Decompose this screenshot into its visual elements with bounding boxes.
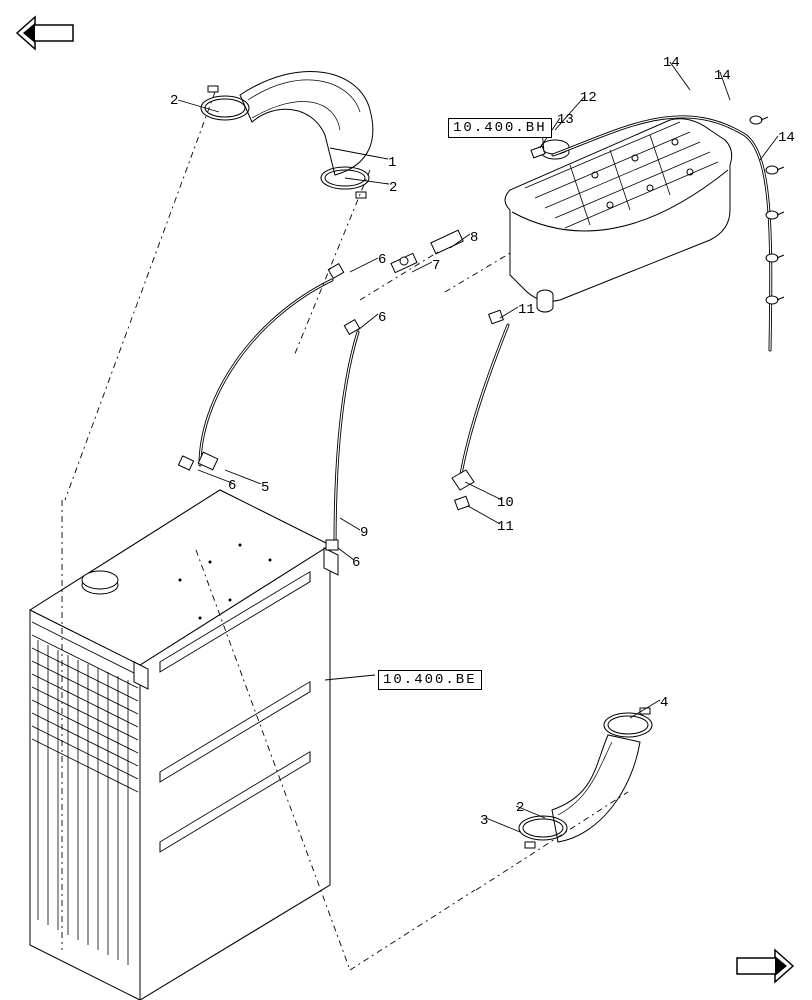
callout-8: 8 (470, 230, 478, 246)
bottom-hose (519, 708, 652, 848)
callout-9: 9 (360, 525, 368, 541)
next-page-arrow-icon[interactable] (735, 948, 795, 984)
callout-3: 3 (480, 813, 488, 829)
callout-6: 6 (378, 252, 386, 268)
callout-2: 2 (389, 180, 397, 196)
callout-5: 5 (261, 480, 269, 496)
callout-4: 4 (660, 695, 668, 711)
ref-box-bh: 10.400.BH (448, 118, 552, 138)
diagram-canvas (0, 0, 812, 1000)
callout-6: 6 (378, 310, 386, 326)
callout-2: 2 (516, 800, 524, 816)
ref-box-be: 10.400.BE (378, 670, 482, 690)
callout-6: 6 (228, 478, 236, 494)
hose-clamp (604, 708, 652, 737)
callout-14: 14 (778, 130, 795, 146)
callout-10: 10 (497, 495, 514, 511)
callout-11: 11 (497, 519, 514, 535)
top-hose (201, 71, 373, 198)
callout-1: 1 (388, 155, 396, 171)
radiator (30, 490, 338, 1000)
prev-page-arrow-icon[interactable] (15, 15, 75, 51)
callout-14: 14 (714, 68, 731, 84)
callout-2: 2 (170, 93, 178, 109)
callout-11: 11 (518, 302, 535, 318)
callout-6: 6 (352, 555, 360, 571)
callout-12: 12 (580, 90, 597, 106)
callout-7: 7 (432, 258, 440, 274)
callout-13: 13 (557, 112, 574, 128)
hose-clamp (201, 86, 249, 120)
callout-14: 14 (663, 55, 680, 71)
